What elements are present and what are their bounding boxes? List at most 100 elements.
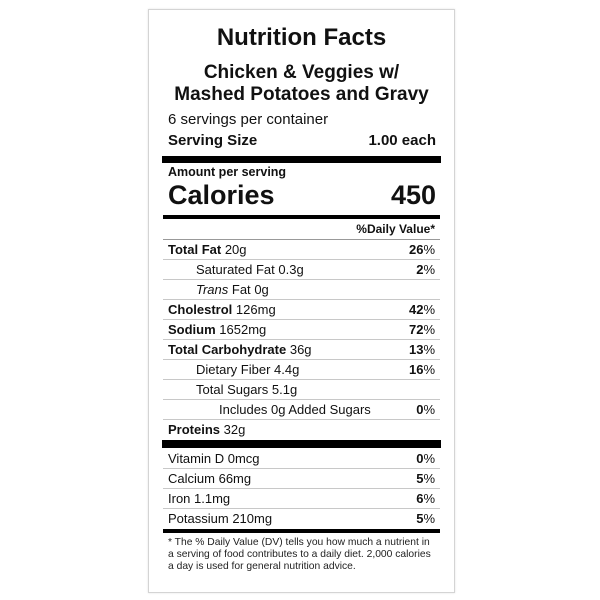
nutrient-name: Total Carbohydrate: [168, 342, 287, 357]
nutrient-row: Saturated Fat 0.3g 2%: [163, 259, 440, 279]
serving-size-value: 1.00 each: [368, 132, 436, 149]
percent-sign: %: [423, 322, 435, 337]
nutrient-name: Proteins: [168, 422, 221, 437]
nutrient-label: Total Fat 20g: [168, 242, 247, 257]
medium-divider: [163, 529, 440, 533]
daily-value-number: 0: [416, 402, 424, 417]
nutrient-name: Dietary Fiber: [196, 362, 271, 377]
nutrient-amount: 4.4g: [274, 362, 300, 377]
nutrient-row: Total Fat 20g 26%: [163, 239, 440, 259]
nutrient-row: Total Sugars 5.1g: [163, 379, 440, 399]
percent-sign: %: [423, 471, 435, 486]
nutrient-row: Total Carbohydrate 36g 13%: [163, 339, 440, 359]
nutrient-label: Cholestrol 126mg: [168, 302, 276, 317]
nutrient-label: Dietary Fiber 4.4g: [196, 362, 299, 377]
daily-value-percent: 42%: [409, 302, 435, 317]
nutrient-name: Total Sugars: [196, 382, 269, 397]
daily-value-percent: 5%: [416, 471, 435, 486]
daily-value-number: 72: [408, 322, 424, 337]
nutrient-name-italic: Trans: [196, 282, 229, 297]
servings-per-container: 6 servings per container: [168, 111, 329, 128]
daily-value-number: 2: [416, 262, 424, 277]
calories-row: Calories 450: [163, 180, 440, 210]
daily-value-number: 13: [408, 342, 424, 357]
nutrient-name: Cholestrol: [168, 302, 233, 317]
daily-value-number: 5: [416, 511, 424, 526]
nutrient-row: Trans Fat 0g: [163, 279, 440, 299]
daily-value-number: 42: [408, 302, 424, 317]
nutrient-list: Total Fat 20g 26% Saturated Fat 0.3g 2% Tran…: [163, 239, 440, 439]
vitamin-row: Vitamin D 0mcg 0%: [163, 448, 440, 468]
nutrient-name: Fat: [231, 282, 251, 297]
daily-value-number: 6: [416, 491, 424, 506]
nutrient-row: Cholestrol 126mg 42%: [163, 299, 440, 319]
nutrient-amount: 32g: [223, 422, 246, 437]
daily-value-percent: 0%: [416, 451, 435, 466]
vitamin-row: Calcium 66mg 5%: [163, 468, 440, 488]
vitamin-row: Iron 1.1mg 6%: [163, 488, 440, 508]
vitamin-amount: 1.1mg: [194, 491, 231, 506]
nutrient-name: Saturated Fat: [196, 262, 275, 277]
nutrient-name: Includes 0g Added Sugars: [219, 402, 371, 417]
vitamin-label: Vitamin D 0mcg: [168, 451, 260, 466]
medium-divider: [163, 215, 440, 219]
calories-value: 450: [390, 180, 436, 210]
nutrient-name: Total Fat: [168, 242, 222, 257]
vitamin-row: Potassium 210mg 5%: [163, 508, 440, 528]
daily-value-number: 5: [416, 471, 424, 486]
percent-sign: %: [423, 242, 435, 257]
vitamin-amount: 0mcg: [227, 450, 260, 466]
product-name-line2: Mashed Potatoes and Gravy: [174, 84, 429, 105]
nutrient-row: Dietary Fiber 4.4g 16%: [163, 359, 440, 379]
daily-value-percent: 13%: [409, 342, 435, 357]
nutrient-amount: 0.3g: [278, 262, 304, 277]
nutrient-amount: 20g: [224, 242, 247, 257]
nutrient-label: Includes 0g Added Sugars: [219, 402, 371, 417]
percent-sign: %: [423, 491, 435, 506]
vitamin-label: Calcium 66mg: [168, 471, 251, 486]
percent-sign: %: [423, 511, 435, 526]
vitamin-label: Iron 1.1mg: [168, 491, 230, 506]
percent-sign: %: [423, 262, 435, 277]
product-name: Chicken & Veggies w/ Mashed Potatoes and…: [163, 62, 440, 106]
vitamin-label: Potassium 210mg: [168, 511, 272, 526]
nutrient-row: Proteins 32g: [163, 419, 440, 439]
amount-per-serving: Amount per serving: [168, 165, 287, 179]
vitamin-name: Iron: [168, 491, 191, 506]
nutrient-amount: 1652mg: [219, 322, 267, 337]
calories-label: Calories: [168, 180, 275, 210]
nutrient-label: Total Sugars 5.1g: [196, 382, 297, 397]
percent-sign: %: [423, 450, 435, 466]
vitamin-name: Potassium: [168, 511, 229, 526]
vitamin-name: Calcium: [168, 471, 215, 486]
nutrient-label: Total Carbohydrate 36g: [168, 342, 312, 357]
nutrient-name: Sodium: [168, 322, 216, 337]
nutrient-amount: 0g: [254, 282, 269, 297]
percent-sign: %: [423, 342, 435, 357]
label-title: Nutrition Facts: [216, 24, 387, 51]
nutrient-amount: 5.1g: [271, 382, 298, 397]
product-name-line1: Chicken & Veggies w/: [203, 62, 400, 83]
footnote: * The % Daily Value (DV) tells you how m…: [168, 537, 431, 572]
percent-sign: %: [423, 402, 435, 417]
nutrient-amount: 36g: [289, 342, 312, 357]
thick-divider: [162, 156, 441, 163]
nutrient-row: Sodium 1652mg 72%: [163, 319, 440, 339]
vitamin-amount: 210mg: [232, 511, 273, 526]
thick-divider: [162, 440, 441, 448]
daily-value-header: %Daily Value*: [356, 222, 435, 236]
percent-sign: %: [423, 362, 435, 377]
daily-value-number: 16: [408, 362, 424, 377]
serving-size-label: Serving Size: [168, 132, 258, 149]
daily-value-percent: 5%: [416, 511, 435, 526]
daily-value-percent: 0%: [416, 402, 435, 417]
percent-sign: %: [423, 302, 435, 317]
vitamin-name: Vitamin D: [168, 450, 225, 466]
daily-value-percent: 6%: [416, 491, 435, 506]
nutrient-label: Proteins 32g: [168, 422, 245, 437]
serving-size: Serving Size 1.00 each: [163, 132, 440, 150]
nutrient-label: Saturated Fat 0.3g: [196, 262, 304, 277]
nutrient-amount: 126mg: [235, 302, 276, 317]
daily-value-percent: 26%: [409, 242, 435, 257]
nutrition-label: [148, 9, 455, 593]
